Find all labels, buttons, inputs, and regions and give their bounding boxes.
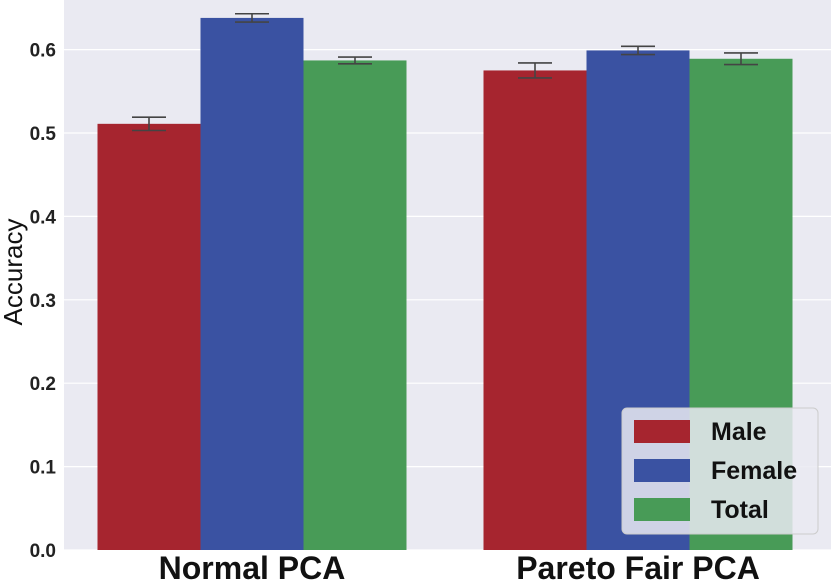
- legend-swatch-male: [634, 420, 690, 443]
- bar-total: [303, 60, 407, 550]
- y-tick-label: 0.5: [30, 124, 57, 145]
- bars: [97, 17, 793, 551]
- y-tick-label: 0.6: [30, 41, 56, 62]
- x-category-label: Normal PCA: [159, 550, 346, 585]
- legend-label-male: Male: [711, 418, 767, 446]
- y-tick-label: 0.1: [30, 458, 57, 479]
- legend-label-female: Female: [711, 457, 797, 485]
- error-bar: [518, 62, 552, 79]
- legend-swatch-female: [634, 459, 690, 482]
- bar-male: [97, 123, 201, 551]
- y-tick-label: 0.0: [30, 541, 56, 562]
- y-axis-title: Accuracy: [0, 219, 28, 326]
- error-bar: [724, 52, 758, 66]
- error-bar: [132, 116, 166, 132]
- x-category-label: Pareto Fair PCA: [516, 550, 760, 585]
- error-bars: [132, 12, 758, 132]
- error-bar: [338, 56, 372, 65]
- bar-female: [200, 17, 304, 550]
- legend: Male Female Total: [621, 407, 819, 535]
- y-tick-label: 0.3: [30, 291, 56, 312]
- x-category-labels: Normal PCA Pareto Fair PCA: [159, 550, 760, 585]
- y-tick-label: 0.4: [30, 207, 57, 228]
- error-bar: [235, 12, 269, 23]
- y-tick-labels: 0.0 0.1 0.2 0.3 0.4 0.5 0.6: [30, 41, 57, 562]
- bar-male: [483, 70, 587, 550]
- error-bar: [621, 45, 655, 56]
- legend-swatch-total: [634, 498, 690, 521]
- y-tick-label: 0.2: [30, 374, 56, 395]
- legend-label-total: Total: [711, 496, 769, 524]
